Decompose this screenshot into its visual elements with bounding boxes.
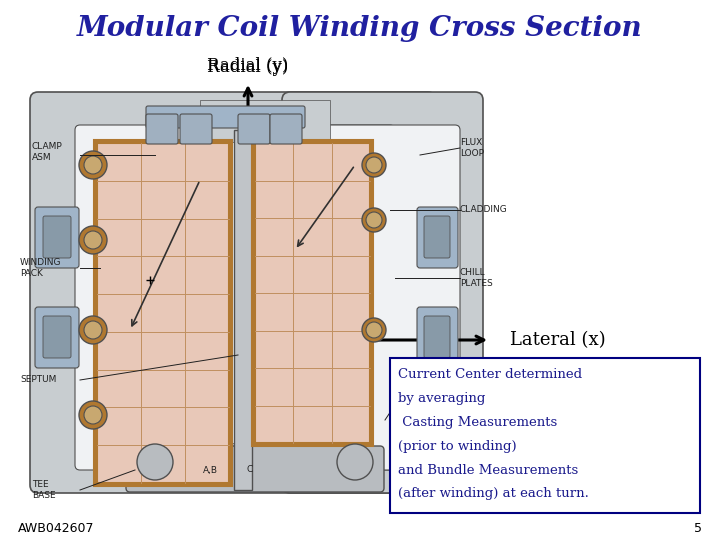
FancyBboxPatch shape bbox=[424, 216, 450, 258]
Text: Radial (y): Radial (y) bbox=[207, 59, 289, 77]
Circle shape bbox=[79, 316, 107, 344]
Text: SEPTUM: SEPTUM bbox=[20, 375, 56, 384]
Bar bbox=[234, 130, 252, 490]
Circle shape bbox=[84, 321, 102, 339]
FancyBboxPatch shape bbox=[417, 207, 458, 268]
Text: FLUX
LOOP: FLUX LOOP bbox=[460, 138, 484, 158]
FancyBboxPatch shape bbox=[43, 316, 71, 358]
Circle shape bbox=[84, 156, 102, 174]
Bar bbox=[255, 143, 370, 443]
Circle shape bbox=[366, 157, 382, 173]
FancyBboxPatch shape bbox=[180, 114, 212, 144]
Circle shape bbox=[366, 212, 382, 228]
Text: CLAMP
ASM: CLAMP ASM bbox=[32, 143, 63, 161]
Bar bbox=[94, 140, 232, 486]
Circle shape bbox=[79, 151, 107, 179]
Text: 5: 5 bbox=[694, 522, 702, 535]
Text: Casting Measurements: Casting Measurements bbox=[398, 416, 557, 429]
Text: and Bundle Measurements: and Bundle Measurements bbox=[398, 463, 578, 477]
Text: Current Center determined: Current Center determined bbox=[398, 368, 582, 381]
Text: A,B: A,B bbox=[202, 465, 217, 475]
Circle shape bbox=[337, 444, 373, 480]
FancyBboxPatch shape bbox=[146, 114, 178, 144]
Circle shape bbox=[362, 318, 386, 342]
FancyBboxPatch shape bbox=[282, 92, 483, 493]
Circle shape bbox=[362, 153, 386, 177]
Text: Modular Coil Winding Cross Section: Modular Coil Winding Cross Section bbox=[77, 15, 643, 42]
Text: AWB042607: AWB042607 bbox=[18, 522, 94, 535]
Circle shape bbox=[366, 322, 382, 338]
Bar bbox=[200, 100, 330, 142]
Bar bbox=[97, 143, 229, 483]
Text: Radial (y): Radial (y) bbox=[207, 57, 289, 73]
Text: TEE
BASE: TEE BASE bbox=[32, 480, 55, 500]
FancyBboxPatch shape bbox=[43, 216, 71, 258]
Text: CLADDING: CLADDING bbox=[460, 206, 508, 214]
Text: WINDING
PACK: WINDING PACK bbox=[20, 258, 61, 278]
FancyBboxPatch shape bbox=[238, 114, 270, 144]
FancyBboxPatch shape bbox=[270, 114, 302, 144]
Circle shape bbox=[79, 401, 107, 429]
FancyBboxPatch shape bbox=[295, 125, 460, 470]
Circle shape bbox=[362, 208, 386, 232]
FancyBboxPatch shape bbox=[424, 316, 450, 358]
FancyBboxPatch shape bbox=[146, 106, 305, 128]
Circle shape bbox=[79, 226, 107, 254]
Circle shape bbox=[84, 406, 102, 424]
FancyBboxPatch shape bbox=[35, 307, 79, 368]
Text: (after winding) at each turn.: (after winding) at each turn. bbox=[398, 488, 589, 501]
Text: VPI
BOUNDARY: VPI BOUNDARY bbox=[395, 395, 445, 415]
FancyBboxPatch shape bbox=[35, 207, 79, 268]
Text: C: C bbox=[247, 465, 253, 475]
Bar bbox=[200, 443, 330, 485]
Circle shape bbox=[84, 231, 102, 249]
FancyBboxPatch shape bbox=[390, 358, 700, 513]
FancyBboxPatch shape bbox=[126, 446, 384, 492]
Circle shape bbox=[137, 444, 173, 480]
FancyBboxPatch shape bbox=[417, 307, 458, 368]
FancyBboxPatch shape bbox=[30, 92, 436, 493]
Text: Lateral (x): Lateral (x) bbox=[510, 331, 606, 349]
Text: by averaging: by averaging bbox=[398, 392, 485, 405]
Text: (prior to winding): (prior to winding) bbox=[398, 440, 517, 453]
FancyBboxPatch shape bbox=[75, 125, 395, 470]
Text: CHILL
PLATES: CHILL PLATES bbox=[460, 268, 492, 288]
Bar bbox=[252, 140, 373, 446]
